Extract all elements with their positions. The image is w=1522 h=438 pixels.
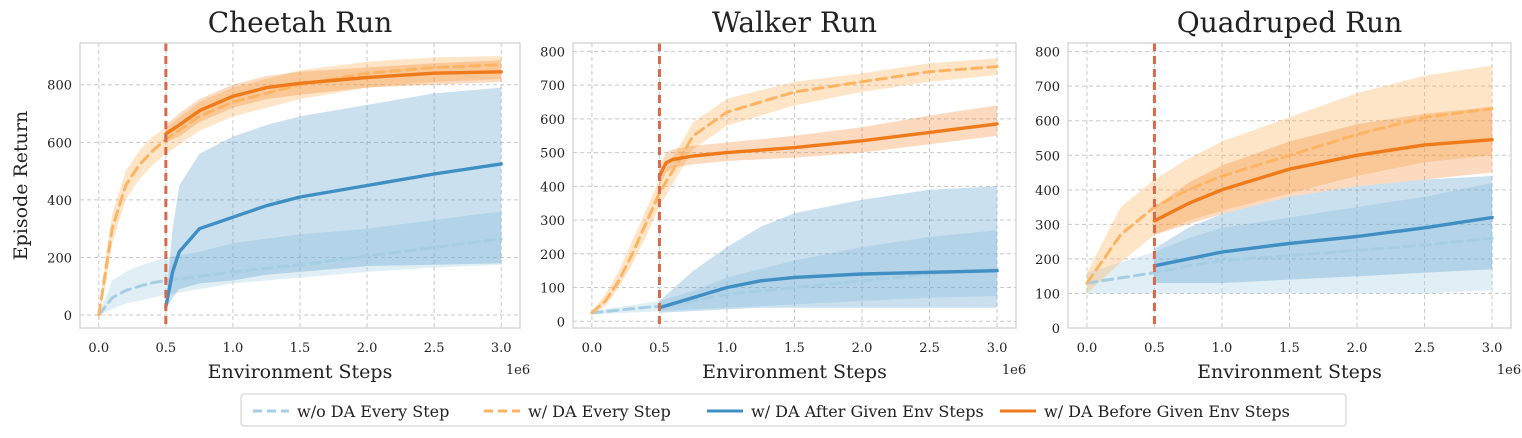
x-axis-label: Environment Steps [1197,361,1382,383]
band-2 [98,56,502,315]
x-axis-label: Environment Steps [208,361,393,383]
y-tick-label: 800 [1035,46,1060,61]
series-line-1 [1085,236,1494,285]
x-tick-label: 2.0 [852,341,873,356]
x-tick-label: 2.0 [357,341,378,356]
x-tick-label: 2.5 [1414,341,1435,356]
x-tick-label: 1.0 [717,341,738,356]
y-tick-label: 700 [540,79,565,94]
plot-frame [1067,42,1512,329]
x-tick-label: 1.5 [784,341,805,356]
series-line-3 [657,269,999,310]
y-tick-label: 400 [47,194,72,209]
y-tick-label: 500 [1035,149,1060,164]
series-line-1 [590,267,999,315]
chart-panel-2: 0.0 0.5 1.0 1.5 2.0 2.5 3.0 0 100 200 300 400 500 600… [540,6,1026,383]
y-tick-label: 800 [540,45,565,60]
x-tick-label: 3.0 [1482,341,1503,356]
y-tick-label: 0 [1052,322,1060,337]
chart-title: Walker Run [712,6,877,39]
y-tick-label: 800 [47,79,72,94]
band-3 [165,87,502,310]
series-line-4 [164,70,503,136]
legend-label: w/ DA Every Step [528,402,671,421]
y-tick-label: 100 [540,282,565,297]
x-tick-label: 2.5 [919,341,940,356]
band-4 [1154,106,1493,235]
y-tick-label: 300 [1035,218,1060,233]
x-tick-label: 2.0 [1347,341,1368,356]
series-line-3 [164,162,503,309]
plot-frame [572,42,1017,329]
x-tick-label: 2.5 [424,341,445,356]
x-scale-label: 1e6 [506,363,530,378]
y-tick-label: 500 [540,147,565,162]
series-line-2 [590,65,999,315]
x-tick-label: 0.0 [1077,341,1098,356]
series-line-4 [657,122,999,178]
band-1 [591,230,998,315]
x-tick-label: 0.0 [88,341,109,356]
series-line-3 [1152,215,1494,268]
chart-panel-3: 0.0 0.5 1.0 1.5 2.0 2.5 3.0 0 100 200 300 400 500 600… [1035,6,1521,383]
series-line-1 [97,237,503,317]
y-tick-label: 100 [1035,287,1060,302]
x-scale-label: 1e6 [1497,363,1521,378]
y-tick-label: 400 [1035,184,1060,199]
x-tick-label: 3.0 [491,341,512,356]
x-axis-label: Environment Steps [702,361,887,383]
y-tick-label: 0 [557,315,565,330]
x-tick-label: 0.5 [156,341,177,356]
x-tick-label: 1.0 [1212,341,1233,356]
series-line-2 [1085,107,1494,285]
y-tick-label: 200 [540,248,565,263]
y-tick-label: 200 [47,251,72,266]
x-tick-label: 0.0 [582,341,603,356]
legend-box [240,393,1347,427]
series-line-4 [1152,138,1494,223]
x-tick-label: 1.0 [223,341,244,356]
y-tick-label: 300 [540,214,565,229]
y-tick-label: 400 [540,180,565,195]
legend-label: w/o DA Every Step [297,402,449,421]
x-tick-label: 1.5 [1279,341,1300,356]
x-tick-label: 1.5 [290,341,311,356]
y-tick-label: 600 [47,136,72,151]
x-tick-label: 0.5 [649,341,670,356]
chart-panel-1: 0.0 0.5 1.0 1.5 2.0 2.5 3.0 0 200 400 600 800 1e6 Che… [10,6,530,383]
x-scale-label: 1e6 [1002,363,1026,378]
y-tick-label: 700 [1035,80,1060,95]
x-tick-label: 0.5 [1144,341,1165,356]
y-tick-label: 0 [64,309,72,324]
chart-title: Cheetah Run [208,6,393,39]
y-tick-label: 600 [1035,115,1060,130]
chart-title: Quadruped Run [1177,6,1403,39]
y-tick-label: 200 [1035,253,1060,268]
y-axis-label: Episode Return [10,111,32,261]
legend: w/o DA Every Step w/ DA Every Step w/ DA A… [240,393,1347,427]
legend-label: w/ DA Before Given Env Steps [1044,402,1290,421]
band-2 [1086,65,1493,294]
plot-frame [79,42,521,329]
x-tick-label: 3.0 [987,341,1008,356]
legend-label: w/ DA After Given Env Steps [751,402,984,421]
band-3 [1154,176,1493,284]
y-tick-label: 600 [540,113,565,128]
band-3 [659,186,998,313]
band-4 [165,60,502,143]
